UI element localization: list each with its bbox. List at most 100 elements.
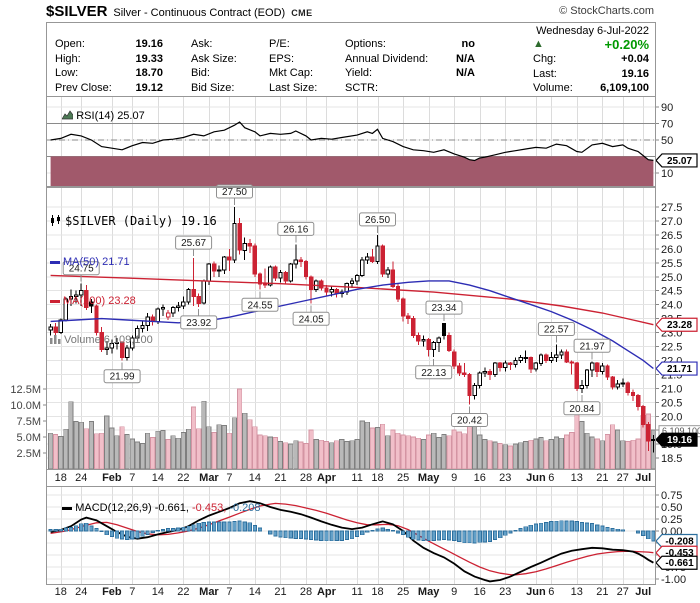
svg-text:22.57: 22.57 xyxy=(544,325,569,336)
svg-text:22: 22 xyxy=(177,472,189,484)
svg-text:14: 14 xyxy=(152,472,164,484)
svg-text:11: 11 xyxy=(351,472,362,484)
svg-text:21.71: 21.71 xyxy=(667,364,692,375)
yield-value: N/A xyxy=(456,67,475,79)
svg-text:27: 27 xyxy=(617,586,629,598)
chg-label: Chg: xyxy=(533,53,557,65)
svg-text:24.0: 24.0 xyxy=(661,300,682,312)
svg-text:23: 23 xyxy=(499,472,511,484)
svg-text:19.16: 19.16 xyxy=(667,435,692,446)
svg-text:Jul: Jul xyxy=(635,472,651,484)
svg-text:27: 27 xyxy=(617,472,629,484)
price-annotations: 24.75 21.99 25.67 23.92 27.50 24.55 26.16 24.05… xyxy=(62,184,611,427)
yield-label: Yield: xyxy=(345,67,373,79)
price-axis: 27.527.026.526.025.525.024.524.023.523.0… xyxy=(10,202,700,465)
macd-hist-legend-value: -0.208 xyxy=(226,502,261,514)
svg-text:Jun: Jun xyxy=(526,586,546,598)
svg-text:6: 6 xyxy=(548,472,554,484)
svg-text:26.5: 26.5 xyxy=(661,230,682,242)
ma200-legend-text: MA(200) 23.28 xyxy=(63,295,136,307)
svg-text:24: 24 xyxy=(75,586,87,598)
open-value: 19.16 xyxy=(135,38,163,50)
svg-text:24.05: 24.05 xyxy=(299,314,324,325)
options-value: no xyxy=(461,38,475,50)
volume-legend-text: Volume 6,109,100 xyxy=(64,334,153,346)
sctr-label: SCTR: xyxy=(345,81,378,94)
svg-text:50: 50 xyxy=(661,135,673,147)
pe-label: P/E: xyxy=(269,38,290,50)
svg-text:13: 13 xyxy=(571,586,583,598)
x-axis-labels: 18 18 24 24 Feb Feb 7 7 14 14 22 22 Mar Mar 7 7 14 14 21 21… xyxy=(55,472,652,598)
macd-histogram xyxy=(48,520,656,544)
svg-text:7: 7 xyxy=(129,472,135,484)
rsi-legend: RSI(14) 25.07 xyxy=(50,97,145,137)
price-legend-title: $SILVER (Daily) 19.16 xyxy=(65,214,217,228)
svg-text:22.13: 22.13 xyxy=(421,368,446,379)
chg-value: +0.04 xyxy=(621,53,649,65)
high-value: 19.33 xyxy=(135,52,163,65)
svg-text:9: 9 xyxy=(451,472,457,484)
svg-text:26.0: 26.0 xyxy=(661,244,682,256)
svg-text:9: 9 xyxy=(451,586,457,598)
svg-text:-0.453: -0.453 xyxy=(665,548,694,559)
svg-text:6: 6 xyxy=(548,586,554,598)
percent-change: +0.20% xyxy=(604,37,649,52)
svg-text:25.0: 25.0 xyxy=(661,272,682,284)
svg-text:13: 13 xyxy=(571,472,583,484)
svg-text:-0.661: -0.661 xyxy=(665,558,694,569)
svg-text:Jul: Jul xyxy=(635,586,651,598)
annual-dividend-label: Annual Dividend: xyxy=(345,52,429,65)
svg-text:24: 24 xyxy=(75,472,87,484)
low-value: 18.70 xyxy=(135,67,163,79)
high-label: High: xyxy=(55,52,81,65)
svg-text:20.5: 20.5 xyxy=(661,397,682,409)
svg-text:Feb: Feb xyxy=(102,472,122,484)
svg-text:28: 28 xyxy=(300,586,312,598)
svg-text:20.42: 20.42 xyxy=(457,416,482,427)
svg-text:90: 90 xyxy=(661,102,673,114)
svg-text:7: 7 xyxy=(129,586,135,598)
svg-text:21: 21 xyxy=(596,586,608,598)
svg-text:May: May xyxy=(418,586,440,598)
ask-size-label: Ask Size: xyxy=(191,52,237,65)
svg-text:11: 11 xyxy=(351,586,362,598)
quote-date: Wednesday 6-Jul-2022 xyxy=(536,25,649,37)
svg-text:-0.208: -0.208 xyxy=(665,536,694,547)
macd-signal-legend-value: -0.453, xyxy=(188,502,227,514)
svg-text:5.0M: 5.0M xyxy=(17,432,41,444)
svg-text:70: 70 xyxy=(661,119,673,131)
price-legend: $SILVER (Daily) 19.16 MA(50) 21.71 MA(20… xyxy=(50,189,217,374)
svg-text:24.55: 24.55 xyxy=(248,300,273,311)
svg-text:18: 18 xyxy=(371,586,383,598)
macd-legend: MACD(12,26,9) -0.661, -0.453, -0.208 xyxy=(50,489,261,528)
ticker-symbol: $SILVER xyxy=(46,3,108,20)
svg-text:21.97: 21.97 xyxy=(580,341,605,352)
svg-text:25.5: 25.5 xyxy=(661,258,682,270)
svg-text:7: 7 xyxy=(226,586,232,598)
up-triangle-icon: ▲ xyxy=(533,38,544,50)
svg-text:Jun: Jun xyxy=(526,472,546,484)
svg-text:12.5M: 12.5M xyxy=(10,384,41,396)
quote-panel: Wednesday 6-Jul-2022 Open: 19.16 High: 19.… xyxy=(46,22,656,96)
svg-text:27.5: 27.5 xyxy=(661,202,682,214)
svg-text:20.0: 20.0 xyxy=(661,411,682,423)
svg-text:27.50: 27.50 xyxy=(222,187,247,198)
svg-text:0.75: 0.75 xyxy=(661,490,682,502)
svg-text:25.07: 25.07 xyxy=(667,156,692,167)
svg-text:23.92: 23.92 xyxy=(186,318,211,329)
svg-text:28: 28 xyxy=(300,472,312,484)
last-label: Last: xyxy=(533,67,557,80)
macd-line-icon xyxy=(62,506,73,510)
bid-label: Bid: xyxy=(191,67,210,79)
svg-text:Feb: Feb xyxy=(102,586,122,598)
svg-text:Mar: Mar xyxy=(199,472,219,484)
svg-text:14: 14 xyxy=(249,472,261,484)
quote-col-ohlc: Open: 19.16 High: 19.33 Low: 18.70 Prev Clo… xyxy=(55,37,163,95)
ask-label: Ask: xyxy=(191,38,213,50)
eps-label: EPS: xyxy=(269,52,295,65)
svg-text:6,109,100: 6,109,100 xyxy=(662,426,700,436)
exchange-label: CME xyxy=(291,8,313,18)
ma50-legend-text: MA(50) 21.71 xyxy=(63,256,130,268)
